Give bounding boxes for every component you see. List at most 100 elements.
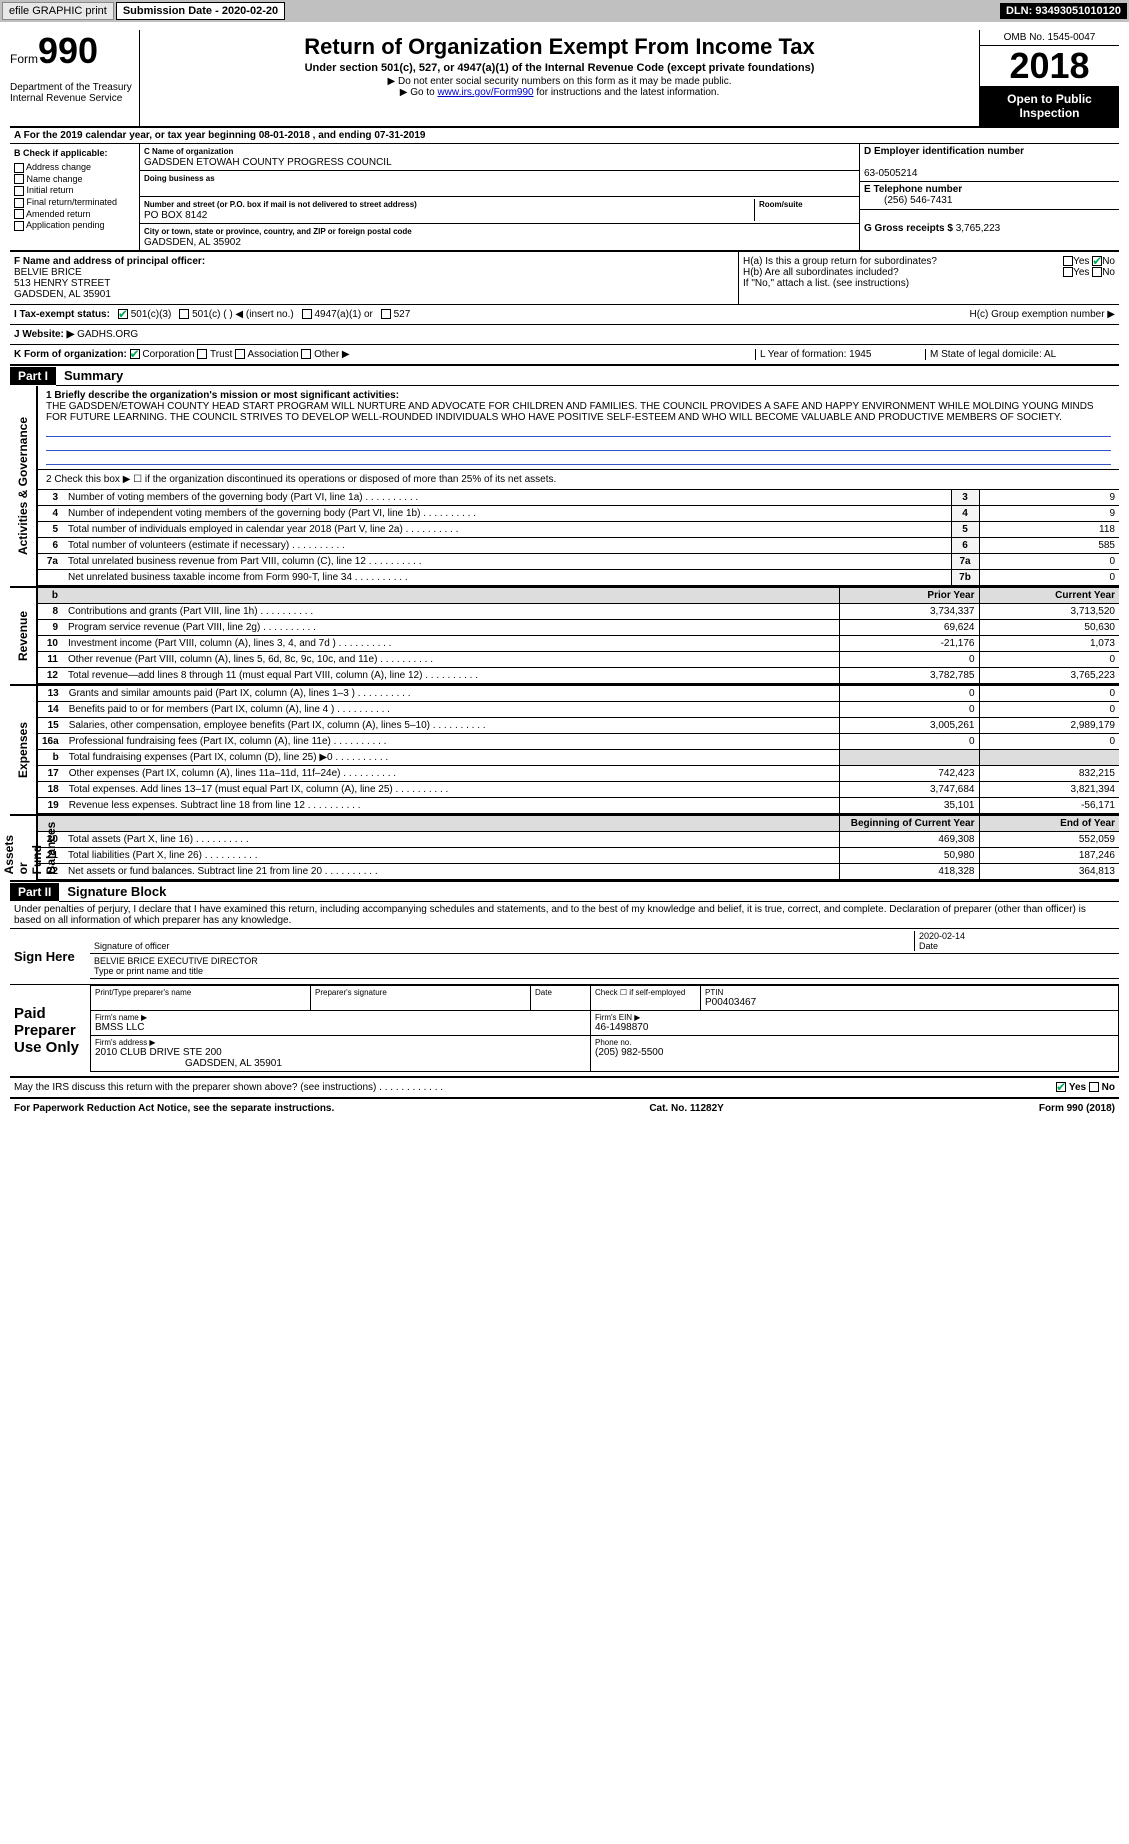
efile-button[interactable]: efile GRAPHIC print bbox=[2, 2, 114, 20]
q1: 1 Briefly describe the organization's mi… bbox=[46, 390, 399, 401]
ha-no-cb[interactable] bbox=[1092, 256, 1102, 266]
dept-label: Department of the Treasury Internal Reve… bbox=[10, 82, 133, 104]
k3: Other ▶ bbox=[314, 349, 349, 360]
tel: (256) 546-7431 bbox=[864, 195, 952, 206]
date-lbl: Date bbox=[919, 941, 938, 951]
form-num: 990 bbox=[38, 30, 98, 71]
mission: THE GADSDEN/ETOWAH COUNTY HEAD START PRO… bbox=[46, 401, 1094, 423]
ptin-lbl: PTIN bbox=[705, 988, 1114, 997]
gov-table: 3Number of voting members of the governi… bbox=[38, 490, 1119, 586]
hb-no-cb[interactable] bbox=[1092, 267, 1102, 277]
k-assoc-cb[interactable] bbox=[235, 349, 245, 359]
name-lbl: C Name of organization bbox=[144, 147, 233, 156]
col-b-title: B Check if applicable: bbox=[14, 148, 135, 158]
year-formation: L Year of formation: 1945 bbox=[755, 349, 925, 360]
no2: No bbox=[1102, 267, 1115, 278]
uline bbox=[46, 425, 1111, 437]
toolbar: efile GRAPHIC print Submission Date - 20… bbox=[0, 0, 1129, 22]
hc-lbl: H(c) Group exemption number ▶ bbox=[969, 309, 1115, 320]
colb-cb[interactable] bbox=[14, 221, 24, 231]
form-number: Form990 bbox=[10, 30, 133, 72]
hdr-b: b bbox=[38, 588, 64, 604]
addr: PO BOX 8142 bbox=[144, 210, 207, 221]
colb-cb[interactable] bbox=[14, 209, 24, 219]
web-val: GADHS.ORG bbox=[77, 329, 138, 340]
ptin: P00403467 bbox=[705, 997, 756, 1008]
k-other-cb[interactable] bbox=[301, 349, 311, 359]
row-a-text: A For the 2019 calendar year, or tax yea… bbox=[14, 130, 425, 141]
ts-lbl: I Tax-exempt status: bbox=[14, 309, 110, 320]
page-footer: For Paperwork Reduction Act Notice, see … bbox=[10, 1099, 1119, 1118]
footer-mid: Cat. No. 11282Y bbox=[649, 1103, 723, 1114]
footer-right: Form 990 (2018) bbox=[1039, 1103, 1115, 1114]
footer-left: For Paperwork Reduction Act Notice, see … bbox=[14, 1103, 334, 1114]
sign-here-row: Sign Here Signature of officer2020-02-14… bbox=[10, 929, 1119, 985]
ts-527-cb[interactable] bbox=[381, 309, 391, 319]
colb-cb[interactable] bbox=[14, 198, 24, 208]
part1-title: Summary bbox=[56, 366, 1119, 386]
hb-yes-cb[interactable] bbox=[1063, 267, 1073, 277]
gross: 3,765,223 bbox=[956, 223, 1001, 234]
net-section: Net Assets or Fund Balances Beginning of… bbox=[10, 814, 1119, 882]
net-table: Beginning of Current YearEnd of Year 20T… bbox=[38, 816, 1119, 880]
ts-501c-cb[interactable] bbox=[179, 309, 189, 319]
may-no-cb[interactable] bbox=[1089, 1082, 1099, 1092]
irs-link[interactable]: www.irs.gov/Form990 bbox=[437, 87, 533, 98]
typed-lbl: Type or print name and title bbox=[94, 966, 203, 976]
expenses-section: Expenses 13Grants and similar amounts pa… bbox=[10, 684, 1119, 814]
k0: Corporation bbox=[142, 349, 194, 360]
form-page: Form990 Department of the Treasury Inter… bbox=[0, 22, 1129, 1126]
city: GADSDEN, AL 35902 bbox=[144, 237, 241, 248]
k1: Trust bbox=[210, 349, 232, 360]
sig-date: 2020-02-14 bbox=[919, 931, 965, 941]
prep-check-lbl: Check ☐ if self-employed bbox=[595, 988, 696, 997]
ts-4947-cb[interactable] bbox=[302, 309, 312, 319]
ein-lbl: D Employer identification number bbox=[864, 146, 1024, 157]
side-gov: Activities & Governance bbox=[16, 417, 30, 555]
may-no: No bbox=[1102, 1082, 1115, 1093]
ha-yes-cb[interactable] bbox=[1063, 256, 1073, 266]
net-hdr-b: Beginning of Current Year bbox=[839, 816, 979, 832]
dln-label: DLN: 93493051010120 bbox=[1000, 3, 1127, 19]
note-post: for instructions and the latest informat… bbox=[534, 87, 720, 98]
phone: (205) 982-5500 bbox=[595, 1047, 663, 1058]
firm-name-lbl: Firm's name ▶ bbox=[95, 1013, 586, 1022]
firm-addr-lbl: Firm's address ▶ bbox=[95, 1038, 586, 1047]
may-yes-cb[interactable] bbox=[1056, 1082, 1066, 1092]
submission-date: Submission Date - 2020-02-20 bbox=[116, 2, 285, 20]
colb-cb[interactable] bbox=[14, 186, 24, 196]
ts-1: 501(c) ( ) ◀ (insert no.) bbox=[192, 309, 294, 320]
k-trust-cb[interactable] bbox=[197, 349, 207, 359]
col-c: C Name of organizationGADSDEN ETOWAH COU… bbox=[140, 144, 859, 250]
part2-title: Signature Block bbox=[59, 882, 1119, 902]
org-name: GADSDEN ETOWAH COUNTY PROGRESS COUNCIL bbox=[144, 157, 392, 168]
row-fgh: F Name and address of principal officer:… bbox=[10, 252, 1119, 305]
governance-section: Activities & Governance 1 Briefly descri… bbox=[10, 386, 1119, 586]
hb-note: If "No," attach a list. (see instruction… bbox=[743, 278, 1115, 289]
k-corp-cb[interactable] bbox=[130, 349, 140, 359]
paid-label: Paid Preparer Use Only bbox=[10, 985, 90, 1076]
prep-date-lbl: Date bbox=[535, 988, 586, 997]
ts-3: 527 bbox=[394, 309, 411, 320]
prep-table: Print/Type preparer's name Preparer's si… bbox=[90, 985, 1119, 1072]
hb-lbl: H(b) Are all subordinates included? bbox=[743, 267, 1063, 278]
no: No bbox=[1102, 256, 1115, 267]
may-yes: Yes bbox=[1069, 1082, 1086, 1093]
firm-city: GADSDEN, AL 35901 bbox=[95, 1058, 282, 1069]
hdr-curr: Current Year bbox=[979, 588, 1119, 604]
firm-ein: 46-1498870 bbox=[595, 1022, 648, 1033]
main-grid: B Check if applicable: Address change Na… bbox=[10, 144, 1119, 252]
ha-lbl: H(a) Is this a group return for subordin… bbox=[743, 256, 1063, 267]
firm-ein-lbl: Firm's EIN ▶ bbox=[595, 1013, 1114, 1022]
declaration: Under penalties of perjury, I declare th… bbox=[10, 902, 1119, 929]
k-lbl: K Form of organization: bbox=[14, 349, 127, 360]
colb-cb[interactable] bbox=[14, 163, 24, 173]
note-ssn: ▶ Do not enter social security numbers o… bbox=[148, 76, 971, 87]
dba-lbl: Doing business as bbox=[144, 174, 215, 183]
ts-501c3-cb[interactable] bbox=[118, 309, 128, 319]
phone-lbl: Phone no. bbox=[595, 1038, 1114, 1047]
part2-hdr: Part II bbox=[10, 883, 59, 901]
f-lbl: F Name and address of principal officer: bbox=[14, 256, 205, 267]
ts-0: 501(c)(3) bbox=[131, 309, 172, 320]
colb-cb[interactable] bbox=[14, 174, 24, 184]
